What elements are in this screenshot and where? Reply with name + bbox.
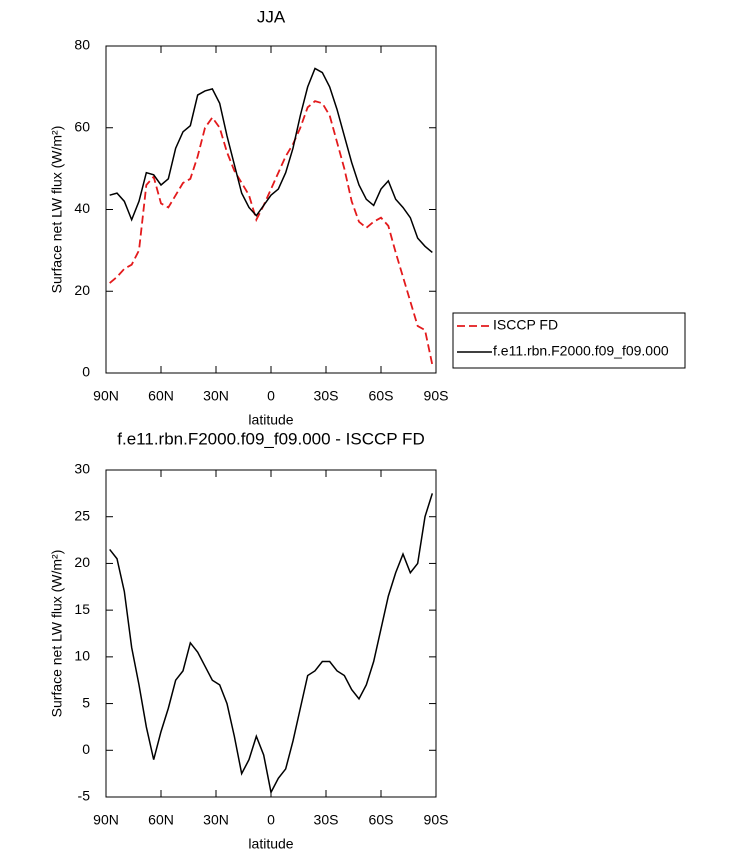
- x-tick-label: 60S: [369, 812, 394, 828]
- chart-title: f.e11.rbn.F2000.f09_f09.000 - ISCCP FD: [117, 429, 424, 448]
- x-tick-label: 0: [267, 388, 275, 404]
- x-tick-label: 30N: [203, 812, 229, 828]
- y-tick-label: 0: [82, 364, 90, 380]
- y-tick-label: 5: [82, 694, 90, 710]
- data-line: [109, 67, 433, 253]
- y-tick-label: 60: [74, 118, 90, 134]
- x-tick-label: 90S: [424, 812, 449, 828]
- y-tick-label: 10: [74, 648, 90, 664]
- x-tick-label: 0: [267, 812, 275, 828]
- x-tick-label: 90N: [93, 812, 119, 828]
- x-tick-label: 30S: [314, 388, 339, 404]
- data-line: [109, 493, 434, 795]
- x-tick-label: 30S: [314, 812, 339, 828]
- legend-label: ISCCP FD: [493, 317, 558, 333]
- plot-frame: [105, 45, 437, 374]
- x-axis-label: latitude: [248, 836, 293, 852]
- x-tick-label: 60N: [148, 388, 174, 404]
- x-tick-label: 60S: [369, 388, 394, 404]
- plot-frame: [105, 469, 437, 798]
- x-tick-label: 90N: [93, 388, 119, 404]
- y-tick-label: 20: [74, 282, 90, 298]
- data-line: [109, 100, 434, 366]
- y-tick-label: 40: [74, 200, 90, 216]
- y-axis-label: Surface net LW flux (W/m²): [49, 550, 65, 718]
- y-tick-label: 80: [74, 37, 90, 53]
- x-tick-label: 30N: [203, 388, 229, 404]
- y-tick-label: -5: [78, 788, 91, 804]
- y-tick-label: 0: [82, 741, 90, 757]
- y-axis-label: Surface net LW flux (W/m²): [49, 126, 65, 294]
- chart-title: JJA: [257, 7, 286, 26]
- x-axis-label: latitude: [248, 412, 293, 428]
- y-tick-label: 15: [74, 601, 90, 617]
- legend-label: f.e11.rbn.F2000.f09_f09.000: [493, 343, 669, 359]
- x-tick-label: 90S: [424, 388, 449, 404]
- x-tick-label: 60N: [148, 812, 174, 828]
- y-tick-label: 30: [74, 461, 90, 477]
- y-tick-label: 25: [74, 507, 90, 523]
- legend-box: [452, 312, 686, 369]
- y-tick-label: 20: [74, 554, 90, 570]
